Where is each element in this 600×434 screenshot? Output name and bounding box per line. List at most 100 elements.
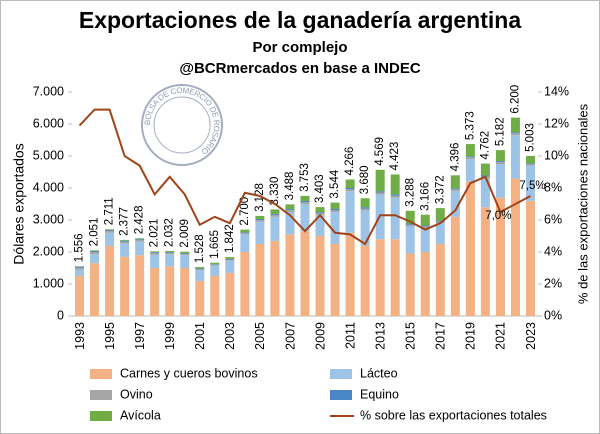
legend-label: Carnes y cueros bovinos — [120, 366, 258, 380]
total-label: 3.680 — [359, 165, 371, 194]
bar-segment — [210, 264, 220, 266]
bar-segment — [75, 266, 85, 268]
bar-segment — [120, 241, 130, 244]
bar-segment — [450, 191, 460, 217]
bar-segment — [120, 256, 130, 316]
bar-segment — [105, 245, 115, 316]
y-tick-label: 3.000 — [33, 212, 64, 226]
total-label: 2.428 — [134, 206, 146, 235]
bar-segment — [525, 200, 535, 316]
bar-segment — [300, 231, 310, 316]
bar-segment — [300, 200, 310, 203]
bar-segment — [225, 258, 235, 260]
y2-tick-label: 10% — [544, 148, 569, 162]
bar-segment — [165, 250, 175, 253]
bar-segment — [285, 204, 295, 210]
total-label: 3.403 — [314, 174, 326, 203]
legend-swatch — [90, 369, 112, 379]
bar-segment — [195, 268, 205, 270]
total-label: 1.556 — [74, 233, 86, 262]
bar-segment — [165, 252, 175, 255]
bar-segment — [420, 252, 430, 316]
bar-segment — [255, 220, 265, 222]
bar-segment — [315, 212, 325, 214]
y-tick-label: 4.000 — [33, 180, 64, 194]
x-tick-label: 2017 — [434, 322, 448, 350]
bar-segment — [180, 268, 190, 316]
bar-segment — [510, 178, 520, 316]
bar-segment — [345, 189, 355, 192]
bar-segment — [360, 198, 370, 208]
bar-segment — [450, 175, 460, 189]
y-tick-label: 0 — [57, 308, 64, 322]
total-label: 4.569 — [374, 137, 386, 166]
bar-segment — [105, 229, 115, 231]
total-label: 2.051 — [89, 218, 101, 247]
bar-segment — [360, 207, 370, 209]
total-label: 3.128 — [254, 183, 266, 212]
bar-segment — [480, 207, 490, 316]
bar-segment — [510, 135, 520, 179]
line-value-label: 7,5% — [519, 180, 545, 192]
bar-segment — [330, 212, 340, 244]
bar-segment — [330, 208, 340, 211]
bar-segment — [75, 276, 85, 316]
bar-segment — [240, 229, 250, 233]
total-label: 2.377 — [119, 207, 131, 236]
bar-segment — [465, 144, 475, 157]
bar-segment — [330, 210, 340, 212]
bar-segment — [195, 269, 205, 271]
bar-segment — [390, 195, 400, 198]
bar-segment — [150, 251, 160, 253]
x-tick-label: 2015 — [404, 322, 418, 350]
y2-tick-label: 4% — [544, 244, 562, 258]
legend-label: Ovino — [120, 387, 153, 401]
x-tick-label: 1999 — [163, 322, 177, 350]
bar-segment — [150, 254, 160, 268]
bar-segment — [495, 161, 505, 163]
y2-tick-label: 2% — [544, 276, 562, 290]
bar-segment — [510, 117, 520, 133]
total-label: 1.528 — [194, 234, 206, 263]
bar-segment — [165, 266, 175, 316]
chart-title: Exportaciones de la ganadería argentina — [79, 7, 521, 33]
total-label: 2.009 — [179, 219, 191, 248]
bar-segment — [375, 191, 385, 193]
legend-label: % sobre las exportaciones totales — [360, 408, 547, 422]
bar-segment — [405, 223, 415, 225]
bar-segment — [420, 226, 430, 228]
bar-segment — [345, 191, 355, 233]
bar-segment — [495, 150, 505, 162]
bar-segment — [300, 195, 310, 201]
bar-segment — [270, 214, 280, 217]
bar-segment — [345, 232, 355, 316]
bar-segment — [90, 254, 100, 264]
total-label: 4.266 — [344, 147, 356, 176]
y-tick-label: 7.000 — [33, 84, 64, 98]
total-label: 4.423 — [389, 142, 401, 171]
bar-segment — [480, 163, 490, 176]
bar-segment — [225, 272, 235, 316]
bar-segment — [135, 238, 145, 240]
total-label: 2.711 — [104, 197, 116, 225]
y2-tick-label: 6% — [544, 212, 562, 226]
bar-segment — [210, 265, 220, 276]
bar-segment — [270, 240, 280, 316]
bar-segment — [390, 197, 400, 240]
total-label: 5.003 — [525, 123, 537, 152]
bar-segment — [180, 253, 190, 256]
bar-segment — [90, 263, 100, 316]
total-label: 5.373 — [464, 111, 476, 140]
bar-segment — [405, 253, 415, 316]
bar-segment — [210, 264, 220, 265]
bar-segment — [105, 232, 115, 246]
bar-segment — [75, 269, 85, 276]
legend-label: Lácteo — [360, 366, 398, 380]
x-tick-label: 2021 — [494, 322, 508, 350]
bar-segment — [405, 226, 415, 254]
y-tick-label: 1.000 — [33, 276, 64, 290]
y-tick-label: 2.000 — [33, 244, 64, 258]
x-tick-label: 2011 — [343, 322, 357, 349]
bar-segment — [90, 250, 100, 252]
bar-segment — [150, 252, 160, 253]
